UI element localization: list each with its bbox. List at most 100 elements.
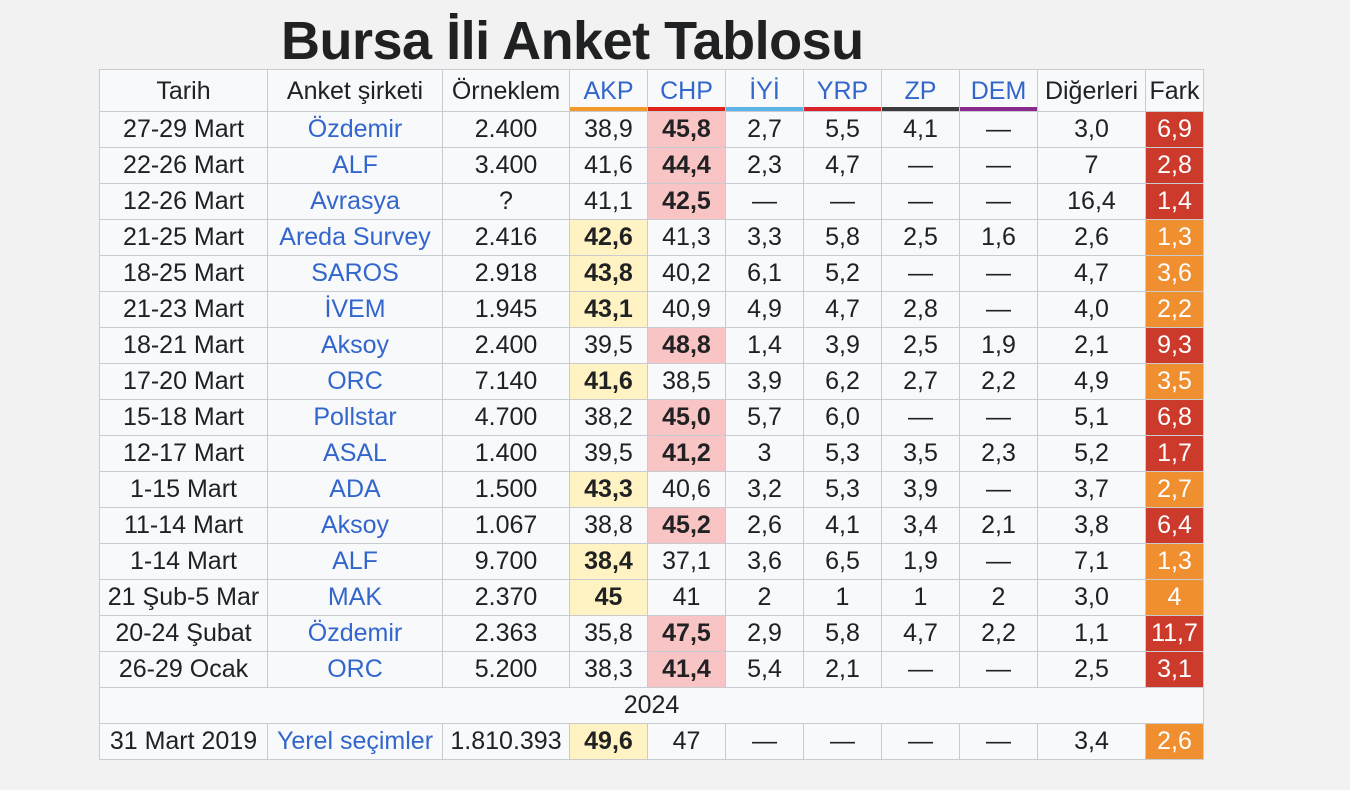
header-zp-label[interactable]: ZP (904, 76, 937, 105)
table-row: 17-20 Mart ORC 7.140 41,6 38,5 3,9 6,2 2,7 2,2 4,… (99, 363, 1204, 400)
cell-dem: 2 (959, 579, 1038, 616)
cell-firma-link[interactable]: Aksoy (267, 507, 443, 544)
cell-firma-link[interactable]: ORC (267, 363, 443, 400)
cell-firma-link[interactable]: ALF (267, 147, 443, 184)
cell-zp: 3,5 (881, 435, 960, 472)
cell-chp: 42,5 (647, 183, 726, 220)
header-iyi-label[interactable]: İYİ (749, 76, 780, 105)
cell-yrp: 1 (803, 579, 882, 616)
page-title: Bursa İli Anket Tablosu (281, 11, 864, 71)
cell-firma-link[interactable]: ORC (267, 651, 443, 688)
table-row: 21-25 Mart Areda Survey 2.416 42,6 41,3 3,3 5,… (99, 219, 1204, 256)
cell-iyi: 2,3 (725, 147, 804, 184)
cell-chp: 45,2 (647, 507, 726, 544)
cell-iyi: 4,9 (725, 291, 804, 328)
cell-firma-link[interactable]: Aksoy (267, 327, 443, 364)
cell-firma-link[interactable]: Avrasya (267, 183, 443, 220)
cell-digerleri: 3,7 (1037, 471, 1146, 508)
cell-yrp: 5,5 (803, 111, 882, 148)
header-yrp[interactable]: YRP (803, 69, 882, 112)
cell-chp: 47 (647, 723, 726, 760)
cell-iyi: 2,7 (725, 111, 804, 148)
cell-tarih: 11-14 Mart (99, 507, 268, 544)
cell-zp: 2,7 (881, 363, 960, 400)
header-zp[interactable]: ZP (881, 69, 960, 112)
cell-firma-link[interactable]: Areda Survey (267, 219, 443, 256)
table-row: 15-18 Mart Pollstar 4.700 38,2 45,0 5,7 6,0— —5… (99, 399, 1204, 436)
cell-tarih: 26-29 Ocak (99, 651, 268, 688)
table-row: 21-23 Mart İVEM 1.945 43,1 40,9 4,9 4,7 2,8—4,0… (99, 291, 1204, 328)
cell-firma-link[interactable]: MAK (267, 579, 443, 616)
cell-orneklem: 2.918 (442, 255, 570, 292)
cell-firma-link[interactable]: Pollstar (267, 399, 443, 436)
cell-tarih: 27-29 Mart (99, 111, 268, 148)
cell-firma-link[interactable]: Özdemir (267, 111, 443, 148)
header-dem-label[interactable]: DEM (970, 76, 1027, 105)
header-chp-label[interactable]: CHP (660, 76, 713, 105)
cell-fark: 1,3 (1145, 219, 1204, 256)
cell-yrp: 4,7 (803, 291, 882, 328)
cell-dem: — (959, 291, 1038, 328)
header-iyi[interactable]: İYİ (725, 69, 804, 112)
cell-akp: 35,8 (569, 615, 648, 652)
cell-dem: 2,1 (959, 507, 1038, 544)
cell-iyi: — (725, 723, 804, 760)
cell-iyi: 3 (725, 435, 804, 472)
cell-zp: — (881, 723, 960, 760)
cell-akp: 38,3 (569, 651, 648, 688)
cell-digerleri: 5,2 (1037, 435, 1146, 472)
cell-firma-link[interactable]: Özdemir (267, 615, 443, 652)
cell-zp: 4,7 (881, 615, 960, 652)
cell-orneklem: 1.945 (442, 291, 570, 328)
election-result-row: 31 Mart 2019 Yerel seçimler 1.810.393 49… (99, 723, 1204, 760)
cell-fark: 1,4 (1145, 183, 1204, 220)
cell-firma-link[interactable]: SAROS (267, 255, 443, 292)
cell-orneklem: 5.200 (442, 651, 570, 688)
cell-fark: 2,8 (1145, 147, 1204, 184)
header-chp[interactable]: CHP (647, 69, 726, 112)
poll-table-body: 27-29 Mart Özdemir 2.400 38,9 45,8 2,7 5,5 4,1—… (99, 111, 1204, 688)
header-akp-label[interactable]: AKP (583, 76, 634, 105)
cell-firma-link[interactable]: ADA (267, 471, 443, 508)
cell-fark: 3,5 (1145, 363, 1204, 400)
cell-digerleri: 3,4 (1037, 723, 1146, 760)
cell-akp: 49,6 (569, 723, 648, 760)
cell-chp: 45,8 (647, 111, 726, 148)
cell-akp: 43,1 (569, 291, 648, 328)
cell-dem: — (959, 651, 1038, 688)
table-row: 27-29 Mart Özdemir 2.400 38,9 45,8 2,7 5,5 4,1—… (99, 111, 1204, 148)
table-row: 18-21 Mart Aksoy 2.400 39,5 48,8 1,4 3,9 2,5 1,9… (99, 327, 1204, 364)
cell-orneklem: 2.363 (442, 615, 570, 652)
cell-firma-link[interactable]: Yerel seçimler (267, 723, 443, 760)
cell-akp: 39,5 (569, 327, 648, 364)
cell-firma-link[interactable]: ASAL (267, 435, 443, 472)
header-dem[interactable]: DEM (959, 69, 1038, 112)
cell-orneklem: 3.400 (442, 147, 570, 184)
table-row: 1-15 Mart ADA 1.500 43,3 40,6 3,2 5,3 3,9—3,7 2,… (99, 471, 1204, 508)
cell-chp: 41,4 (647, 651, 726, 688)
cell-digerleri: 3,0 (1037, 579, 1146, 616)
cell-iyi: 3,2 (725, 471, 804, 508)
cell-tarih: 12-26 Mart (99, 183, 268, 220)
cell-digerleri: 2,1 (1037, 327, 1146, 364)
cell-akp: 38,9 (569, 111, 648, 148)
cell-digerleri: 3,8 (1037, 507, 1146, 544)
cell-fark: 11,7 (1145, 615, 1204, 652)
cell-dem: 1,6 (959, 219, 1038, 256)
cell-digerleri: 4,0 (1037, 291, 1146, 328)
table-row: 11-14 Mart Aksoy 1.067 38,8 45,2 2,6 4,1 3,4 2,1… (99, 507, 1204, 544)
cell-firma-link[interactable]: ALF (267, 543, 443, 580)
cell-orneklem: 2.400 (442, 111, 570, 148)
cell-fark: 6,9 (1145, 111, 1204, 148)
header-yrp-label[interactable]: YRP (816, 76, 869, 105)
cell-akp: 38,8 (569, 507, 648, 544)
cell-firma-link[interactable]: İVEM (267, 291, 443, 328)
cell-digerleri: 7 (1037, 147, 1146, 184)
header-akp[interactable]: AKP (569, 69, 648, 112)
cell-fark: 6,8 (1145, 399, 1204, 436)
cell-akp: 38,4 (569, 543, 648, 580)
cell-yrp: 5,3 (803, 435, 882, 472)
cell-tarih: 12-17 Mart (99, 435, 268, 472)
zp-color-bar (882, 107, 959, 111)
cell-yrp: 4,1 (803, 507, 882, 544)
